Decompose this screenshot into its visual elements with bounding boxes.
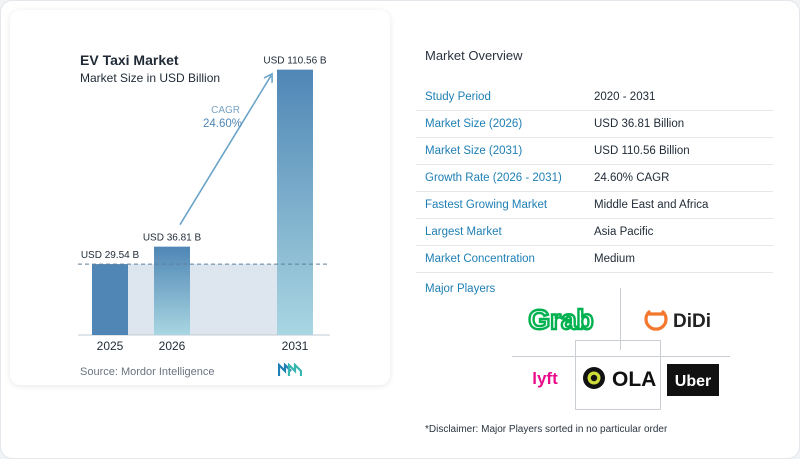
grab-wordmark: Grab [528, 304, 593, 335]
bar-value-label: USD 29.54 B [81, 250, 140, 261]
players-divider [575, 340, 576, 410]
bar [154, 246, 190, 335]
row-value: Medium [594, 253, 635, 265]
row-value: 2020 - 2031 [594, 91, 656, 103]
bar-value-label: USD 36.81 B [143, 233, 202, 244]
ola-logo-icon: OLA [583, 367, 656, 391]
uber-logo: Uber [667, 364, 719, 396]
cagr-arrow [179, 76, 271, 226]
cagr-value: 24.60% [203, 118, 242, 130]
cagr-label: CAGR [211, 105, 240, 116]
disclaimer: *Disclaimer: Major Players sorted in no … [425, 424, 668, 435]
overview-row: Market Concentration Medium [416, 246, 773, 273]
didi-logo: DiDi [640, 300, 726, 338]
row-label: Fastest Growing Market [425, 199, 548, 211]
players-divider [575, 340, 661, 341]
grab-logo-icon: Grab [527, 303, 595, 336]
overview-row: Largest Market Asia Pacific [416, 219, 773, 246]
row-value: USD 110.56 Billion [594, 145, 690, 157]
bar-chart: USD 29.54 B 2025 USD 36.81 B 2026 USD 110.56… [78, 56, 330, 353]
overview-row: Growth Rate (2026 - 2031) 24.60% CAGR [416, 165, 773, 192]
row-value: 24.60% CAGR [594, 172, 670, 184]
chart-subtitle: Market Size in USD Billion [80, 71, 221, 85]
overview-row: Market Size (2031) USD 110.56 Billion [416, 138, 773, 165]
source-note: Source: Mordor Intelligence [80, 366, 215, 378]
players-divider [575, 409, 661, 410]
category-tick-label: 2025 [97, 339, 124, 353]
major-players-title: Major Players [425, 283, 496, 295]
uber-wordmark: Uber [675, 373, 711, 390]
overview-title: Market Overview [425, 48, 523, 63]
bar [92, 264, 128, 335]
lyft-logo: lyft [522, 362, 568, 392]
category-tick-label: 2026 [159, 339, 186, 353]
category-tick-label: 2031 [282, 339, 309, 353]
didi-wordmark: DiDi [673, 311, 711, 332]
uber-logo-icon: Uber [667, 364, 719, 396]
row-label: Market Concentration [425, 253, 535, 265]
bar-value-label: USD 110.56 B [263, 56, 327, 67]
row-label: Study Period [425, 91, 491, 103]
overview-table: Study Period 2020 - 2031 Market Size (20… [416, 84, 773, 273]
grab-logo: Grab [522, 297, 600, 341]
chart-title: EV Taxi Market [80, 52, 179, 68]
row-value: USD 36.81 Billion [594, 118, 685, 130]
lyft-wordmark: lyft [532, 369, 558, 388]
ola-logo: OLA [580, 356, 658, 400]
overview-row: Fastest Growing Market Middle East and A… [416, 192, 773, 219]
ola-wordmark: OLA [612, 368, 656, 391]
players-divider [660, 340, 661, 410]
row-value: Asia Pacific [594, 226, 654, 238]
row-label: Market Size (2026) [425, 118, 523, 130]
lyft-logo-icon: lyft [532, 369, 558, 388]
row-label: Largest Market [425, 226, 502, 238]
overview-row: Market Size (2026) USD 36.81 Billion [416, 111, 773, 138]
didi-logo-icon: DiDi [644, 310, 711, 332]
players-divider [512, 356, 730, 357]
mordor-logo-icon [277, 362, 303, 382]
bar [277, 69, 313, 335]
players-divider [620, 288, 621, 350]
row-label: Market Size (2031) [425, 145, 523, 157]
row-label: Growth Rate (2026 - 2031) [425, 172, 562, 184]
overview-row: Study Period 2020 - 2031 [416, 84, 773, 111]
row-value: Middle East and Africa [594, 199, 709, 211]
